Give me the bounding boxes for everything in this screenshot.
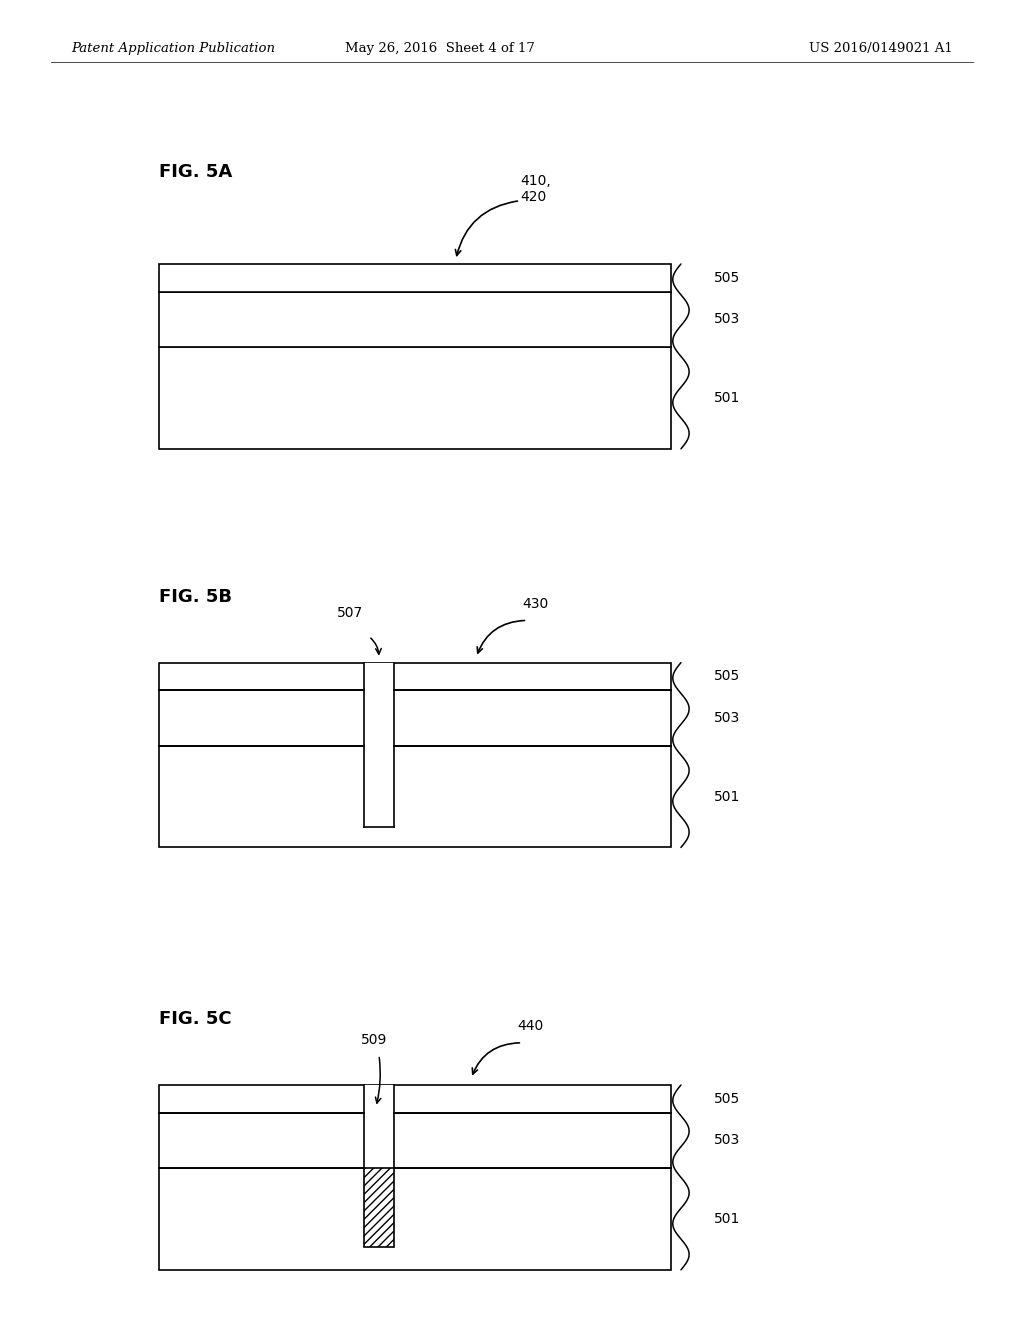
Bar: [364, 1168, 394, 1247]
Text: FIG. 5B: FIG. 5B: [159, 587, 231, 606]
Text: May 26, 2016  Sheet 4 of 17: May 26, 2016 Sheet 4 of 17: [345, 42, 536, 55]
Text: Patent Application Publication: Patent Application Publication: [72, 42, 275, 55]
Text: 410,
420: 410, 420: [520, 174, 551, 205]
Bar: [159, 292, 671, 347]
Text: FIG. 5A: FIG. 5A: [159, 162, 232, 181]
Bar: [159, 663, 671, 690]
Text: 501: 501: [714, 1212, 740, 1226]
Text: US 2016/0149021 A1: US 2016/0149021 A1: [809, 42, 952, 55]
Text: 509: 509: [360, 1032, 387, 1047]
Text: FIG. 5C: FIG. 5C: [159, 1010, 231, 1028]
Text: 505: 505: [714, 669, 740, 684]
Bar: [364, 663, 394, 828]
Text: 503: 503: [714, 711, 740, 725]
Bar: [159, 746, 671, 847]
Text: 501: 501: [714, 391, 740, 405]
Bar: [159, 264, 671, 292]
Bar: [364, 1085, 394, 1247]
Bar: [159, 690, 671, 746]
Text: 503: 503: [714, 313, 740, 326]
Text: 507: 507: [337, 606, 364, 620]
Bar: [159, 1113, 671, 1168]
Text: 501: 501: [714, 789, 740, 804]
Bar: [159, 347, 671, 449]
Text: 503: 503: [714, 1134, 740, 1147]
Text: 430: 430: [522, 597, 549, 611]
Bar: [159, 1168, 671, 1270]
Text: 505: 505: [714, 1092, 740, 1106]
Bar: [159, 1085, 671, 1113]
Text: 505: 505: [714, 271, 740, 285]
Text: 440: 440: [517, 1019, 544, 1034]
